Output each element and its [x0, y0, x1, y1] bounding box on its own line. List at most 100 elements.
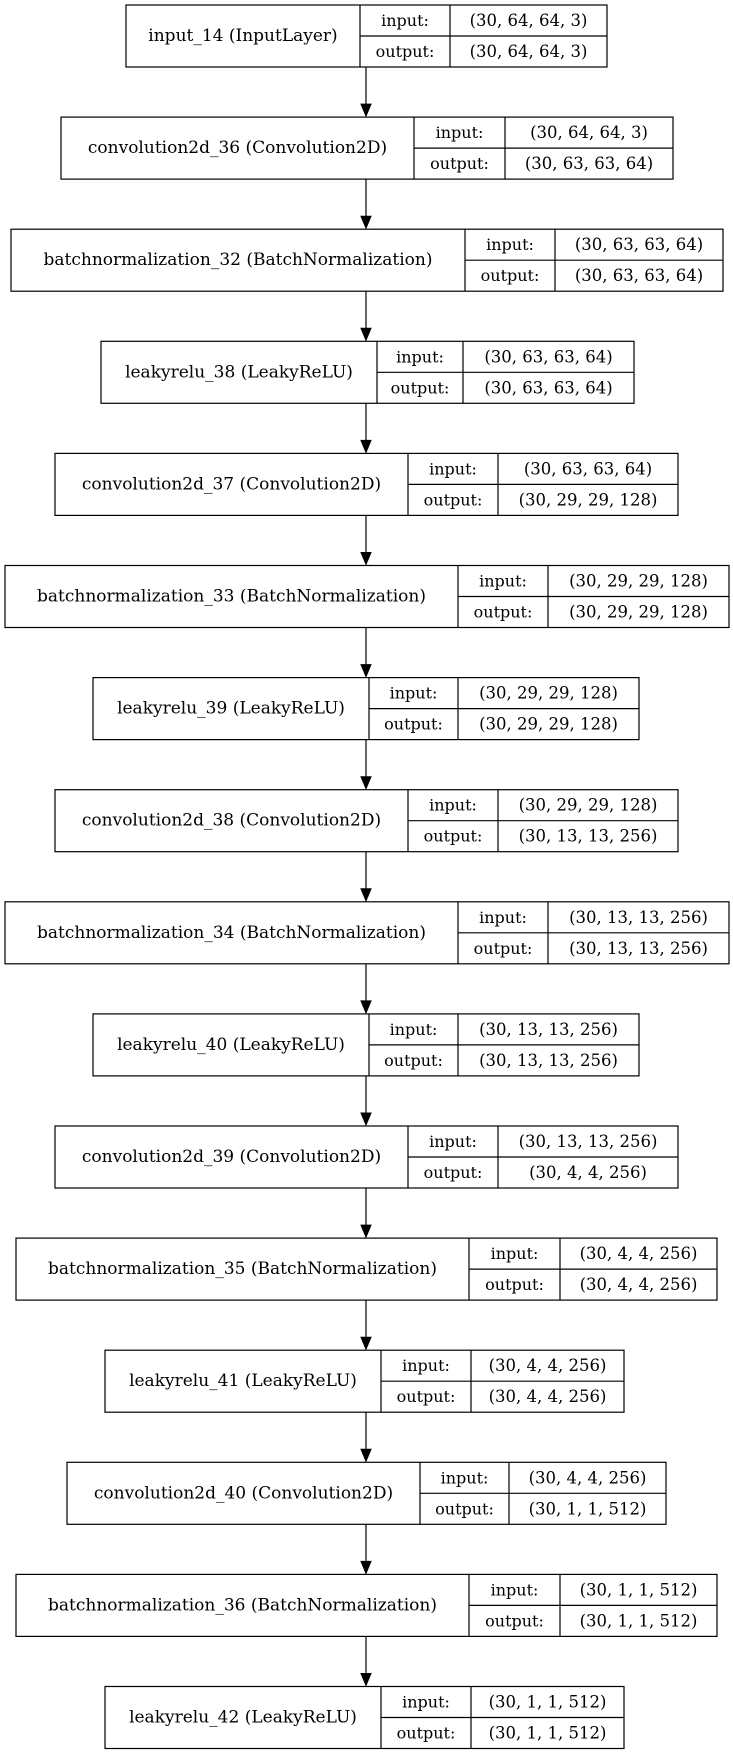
edge-2: [360, 179, 372, 230]
arrow-head-icon: [360, 439, 372, 454]
layer-node: batchnormalization_36 (BatchNormalizatio…: [15, 1573, 718, 1638]
edge-3: [360, 291, 372, 342]
output-shape: (30, 13, 13, 256): [479, 1051, 618, 1070]
input-label: input:: [479, 908, 527, 927]
output-label: output:: [424, 490, 483, 509]
layer-name: leakyrelu_41 (LeakyReLU): [129, 1371, 357, 1391]
layer-name: convolution2d_39 (Convolution2D): [82, 1147, 381, 1167]
layer-node: leakyrelu_38 (LeakyReLU) input: output: (30…: [100, 340, 635, 404]
output-shape: (30, 1, 1, 512): [529, 1499, 647, 1518]
output-label: output:: [384, 715, 443, 734]
arrow-head-icon: [360, 776, 372, 791]
edge-12: [360, 1300, 372, 1351]
input-label: input:: [486, 235, 534, 254]
layer-name: convolution2d_37 (Convolution2D): [82, 474, 381, 494]
edge-8: [360, 851, 372, 903]
input-label: input:: [441, 1468, 489, 1487]
layer-name: batchnormalization_35 (BatchNormalizatio…: [48, 1259, 437, 1279]
layer-name: batchnormalization_36 (BatchNormalizatio…: [48, 1595, 437, 1615]
input-label: input:: [491, 1580, 539, 1599]
output-label: output:: [397, 1724, 456, 1743]
layer-node: convolution2d_39 (Convolution2D) input: ou…: [54, 1125, 679, 1189]
output-label: output:: [376, 42, 435, 61]
input-shape: (30, 63, 63, 64): [575, 235, 703, 254]
arrow-head-icon: [360, 1224, 372, 1239]
output-shape: (30, 13, 13, 256): [519, 827, 658, 846]
layer-name: leakyrelu_39 (LeakyReLU): [117, 699, 345, 719]
output-label: output:: [474, 603, 533, 622]
input-label: input:: [396, 347, 444, 366]
input-label: input:: [479, 572, 527, 591]
layer-name: convolution2d_36 (Convolution2D): [88, 138, 387, 158]
arrow-head-icon: [360, 1336, 372, 1351]
input-label: input:: [436, 123, 484, 142]
edge-10: [360, 1075, 372, 1127]
layer-name: batchnormalization_34 (BatchNormalizatio…: [37, 923, 426, 943]
output-shape: (30, 29, 29, 128): [479, 715, 618, 734]
arrow-head-icon: [360, 103, 372, 118]
input-shape: (30, 63, 63, 64): [524, 459, 652, 478]
arrow-head-icon: [360, 1560, 372, 1575]
output-shape: (30, 29, 29, 128): [569, 603, 708, 622]
layer-node: batchnormalization_33 (BatchNormalizatio…: [4, 564, 730, 629]
layer-node: convolution2d_36 (Convolution2D) input: ou…: [60, 116, 674, 180]
input-label: input:: [390, 1020, 438, 1039]
input-shape: (30, 4, 4, 256): [529, 1468, 647, 1487]
layer-name: leakyrelu_40 (LeakyReLU): [117, 1035, 345, 1055]
arrow-head-icon: [360, 1112, 372, 1127]
arrow-head-icon: [360, 1673, 372, 1687]
input-shape: (30, 1, 1, 512): [489, 1693, 607, 1712]
layer-node: batchnormalization_34 (BatchNormalizatio…: [4, 901, 730, 965]
edge-14: [360, 1524, 372, 1575]
output-shape: (30, 4, 4, 256): [580, 1275, 698, 1294]
layer-name: leakyrelu_38 (LeakyReLU): [125, 362, 353, 382]
layer-node: convolution2d_37 (Convolution2D) input: ou…: [54, 452, 679, 516]
output-shape: (30, 13, 13, 256): [569, 939, 708, 958]
arrow-head-icon: [360, 215, 372, 230]
layer-node: batchnormalization_35 (BatchNormalizatio…: [15, 1237, 718, 1301]
input-label: input:: [390, 684, 438, 703]
input-shape: (30, 63, 63, 64): [484, 347, 612, 366]
layer-name: batchnormalization_33 (BatchNormalizatio…: [37, 587, 426, 607]
input-shape: (30, 4, 4, 256): [489, 1356, 607, 1375]
layer-node: input_14 (InputLayer) input: output: (30, 6…: [125, 4, 608, 68]
input-shape: (30, 29, 29, 128): [569, 572, 708, 591]
output-shape: (30, 4, 4, 256): [529, 1163, 647, 1182]
layer-name: convolution2d_38 (Convolution2D): [82, 811, 381, 831]
input-label: input:: [429, 1132, 477, 1151]
edge-4: [360, 403, 372, 454]
output-label: output:: [397, 1387, 456, 1406]
layer-name: batchnormalization_32 (BatchNormalizatio…: [44, 250, 433, 270]
input-label: input:: [402, 1693, 450, 1712]
output-label: output:: [384, 1051, 443, 1070]
layer-name: leakyrelu_42 (LeakyReLU): [129, 1708, 357, 1728]
input-shape: (30, 64, 64, 3): [470, 11, 588, 30]
input-label: input:: [402, 1356, 450, 1375]
arrow-head-icon: [360, 1000, 372, 1015]
layer-node: convolution2d_38 (Convolution2D) input: ou…: [54, 789, 679, 853]
edge-7: [360, 739, 372, 791]
output-shape: (30, 63, 63, 64): [525, 154, 653, 173]
input-shape: (30, 13, 13, 256): [569, 908, 708, 927]
output-shape: (30, 63, 63, 64): [575, 266, 703, 285]
output-label: output:: [485, 1275, 544, 1294]
input-shape: (30, 4, 4, 256): [580, 1244, 698, 1263]
arrow-head-icon: [360, 888, 372, 903]
layer-node: batchnormalization_32 (BatchNormalizatio…: [10, 228, 724, 292]
edge-1: [360, 67, 372, 118]
edge-13: [360, 1412, 372, 1463]
output-label: output:: [424, 827, 483, 846]
layer-node: leakyrelu_42 (LeakyReLU) input: output: (30…: [104, 1685, 625, 1750]
output-shape: (30, 29, 29, 128): [519, 490, 658, 509]
input-shape: (30, 1, 1, 512): [580, 1580, 698, 1599]
output-label: output:: [474, 939, 533, 958]
output-shape: (30, 64, 64, 3): [470, 42, 588, 61]
input-label: input:: [429, 459, 477, 478]
input-shape: (30, 29, 29, 128): [479, 684, 618, 703]
output-label: output:: [435, 1499, 494, 1518]
arrow-head-icon: [360, 327, 372, 342]
input-shape: (30, 13, 13, 256): [479, 1020, 618, 1039]
arrow-head-icon: [360, 664, 372, 678]
edge-6: [360, 627, 372, 678]
